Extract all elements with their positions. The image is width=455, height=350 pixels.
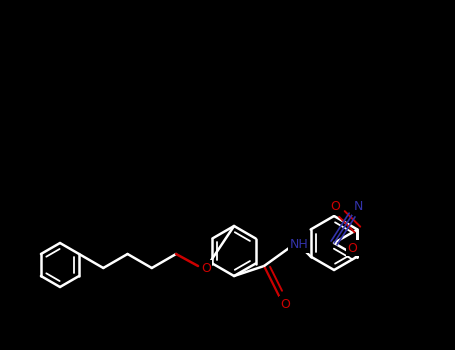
Text: O: O (330, 201, 340, 214)
Text: O: O (280, 298, 290, 310)
Text: O: O (348, 241, 357, 254)
Text: N: N (354, 201, 363, 214)
Text: NH: NH (290, 238, 308, 252)
Text: O: O (201, 261, 211, 274)
